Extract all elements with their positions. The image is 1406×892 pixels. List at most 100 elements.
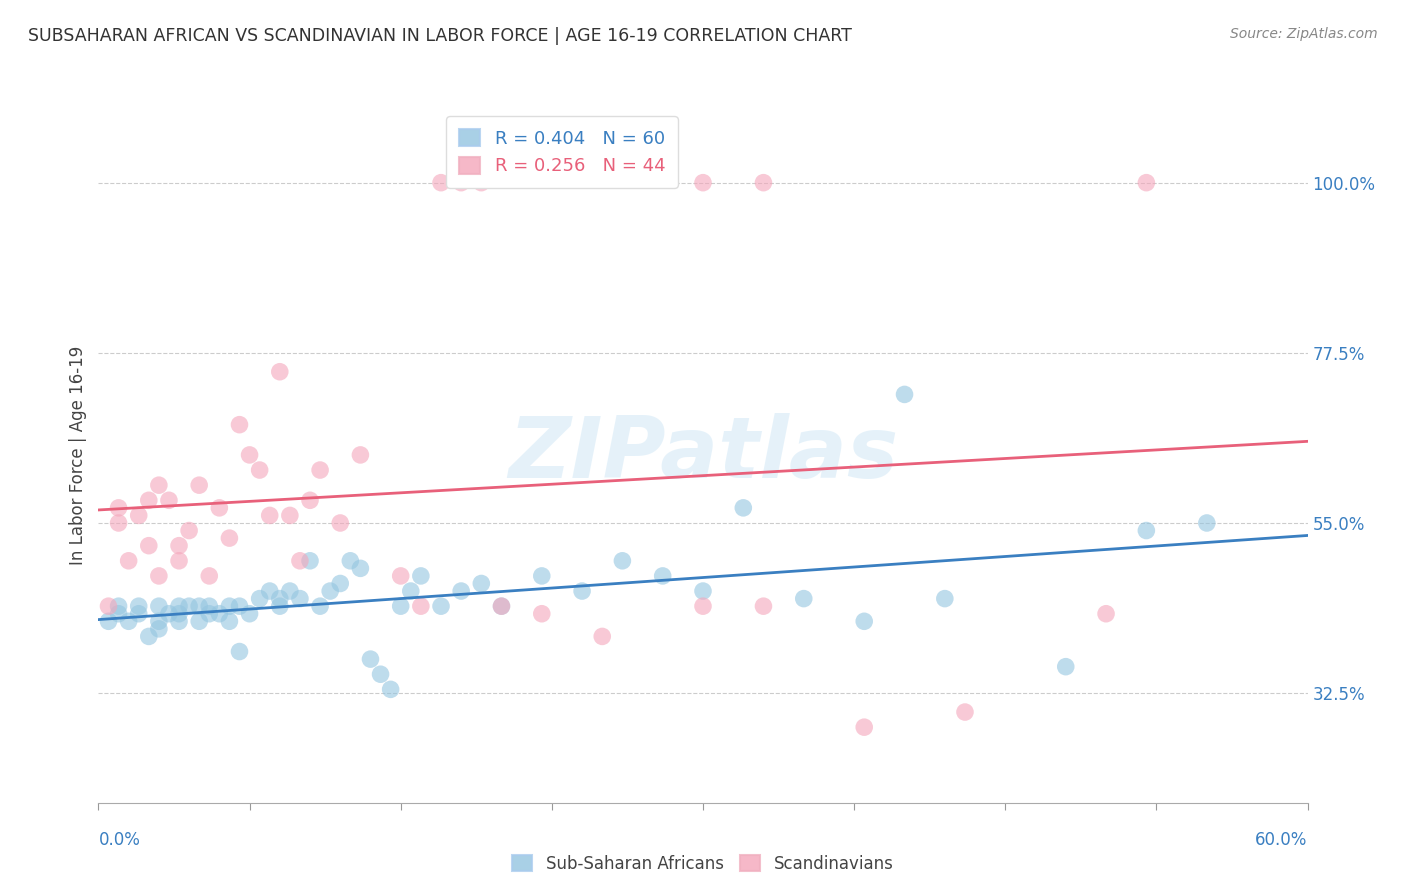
Point bbox=[239, 607, 262, 621]
Point bbox=[259, 508, 281, 523]
Point bbox=[167, 539, 190, 553]
Point bbox=[107, 607, 129, 621]
Point bbox=[118, 615, 141, 629]
Point bbox=[128, 508, 150, 523]
Point bbox=[148, 569, 170, 583]
Point bbox=[259, 584, 281, 599]
Point bbox=[128, 599, 150, 614]
Point bbox=[228, 417, 250, 432]
Point bbox=[167, 607, 190, 621]
Point bbox=[198, 599, 221, 614]
Point bbox=[177, 524, 201, 538]
Point bbox=[651, 569, 673, 583]
Point bbox=[349, 561, 371, 575]
Point bbox=[269, 599, 291, 614]
Point bbox=[612, 554, 634, 568]
Point bbox=[953, 705, 976, 719]
Point bbox=[470, 576, 492, 591]
Point bbox=[228, 599, 250, 614]
Point bbox=[692, 176, 714, 190]
Point bbox=[218, 531, 240, 545]
Point bbox=[278, 584, 301, 599]
Point bbox=[339, 554, 361, 568]
Point bbox=[1135, 176, 1157, 190]
Point bbox=[329, 576, 352, 591]
Point bbox=[530, 569, 553, 583]
Point bbox=[1054, 659, 1077, 673]
Point bbox=[208, 500, 231, 515]
Point bbox=[269, 591, 291, 606]
Point bbox=[299, 493, 322, 508]
Text: 60.0%: 60.0% bbox=[1256, 830, 1308, 848]
Point bbox=[430, 599, 453, 614]
Point bbox=[157, 493, 180, 508]
Point bbox=[128, 607, 150, 621]
Point bbox=[288, 554, 311, 568]
Point bbox=[450, 584, 472, 599]
Point bbox=[319, 584, 342, 599]
Point bbox=[591, 629, 613, 643]
Point bbox=[853, 615, 876, 629]
Point bbox=[692, 584, 714, 599]
Point bbox=[380, 682, 402, 697]
Point bbox=[299, 554, 322, 568]
Point bbox=[198, 607, 221, 621]
Point bbox=[399, 584, 422, 599]
Point bbox=[157, 607, 180, 621]
Point bbox=[107, 516, 129, 530]
Point bbox=[450, 176, 472, 190]
Point bbox=[188, 599, 211, 614]
Y-axis label: In Labor Force | Age 16-19: In Labor Force | Age 16-19 bbox=[69, 345, 87, 565]
Point bbox=[138, 629, 160, 643]
Point bbox=[409, 599, 432, 614]
Text: 0.0%: 0.0% bbox=[98, 830, 141, 848]
Point bbox=[218, 615, 240, 629]
Point bbox=[752, 599, 775, 614]
Point bbox=[491, 599, 513, 614]
Legend: Sub-Saharan Africans, Scandinavians: Sub-Saharan Africans, Scandinavians bbox=[506, 848, 900, 880]
Point bbox=[218, 599, 240, 614]
Point bbox=[239, 448, 262, 462]
Point bbox=[1195, 516, 1218, 530]
Point bbox=[198, 569, 221, 583]
Point bbox=[389, 599, 412, 614]
Point bbox=[409, 569, 432, 583]
Point bbox=[1135, 524, 1157, 538]
Point bbox=[1095, 607, 1118, 621]
Point bbox=[269, 365, 291, 379]
Point bbox=[188, 615, 211, 629]
Point bbox=[167, 599, 190, 614]
Point bbox=[228, 644, 250, 658]
Point bbox=[349, 448, 371, 462]
Point bbox=[249, 463, 271, 477]
Point bbox=[309, 599, 332, 614]
Point bbox=[278, 508, 301, 523]
Point bbox=[167, 615, 190, 629]
Point bbox=[329, 516, 352, 530]
Point bbox=[360, 652, 382, 666]
Point bbox=[208, 607, 231, 621]
Point bbox=[97, 599, 120, 614]
Point bbox=[370, 667, 392, 681]
Point bbox=[309, 463, 332, 477]
Point bbox=[97, 615, 120, 629]
Point bbox=[733, 500, 755, 515]
Point bbox=[752, 176, 775, 190]
Point bbox=[571, 584, 593, 599]
Text: Source: ZipAtlas.com: Source: ZipAtlas.com bbox=[1230, 27, 1378, 41]
Text: SUBSAHARAN AFRICAN VS SCANDINAVIAN IN LABOR FORCE | AGE 16-19 CORRELATION CHART: SUBSAHARAN AFRICAN VS SCANDINAVIAN IN LA… bbox=[28, 27, 852, 45]
Point bbox=[793, 591, 815, 606]
Point bbox=[893, 387, 915, 401]
Point bbox=[934, 591, 956, 606]
Point bbox=[491, 599, 513, 614]
Point bbox=[470, 176, 492, 190]
Point bbox=[107, 500, 129, 515]
Point bbox=[853, 720, 876, 734]
Point bbox=[148, 622, 170, 636]
Point bbox=[167, 554, 190, 568]
Point bbox=[138, 539, 160, 553]
Point bbox=[692, 599, 714, 614]
Point bbox=[389, 569, 412, 583]
Text: ZIPatlas: ZIPatlas bbox=[508, 413, 898, 497]
Point bbox=[107, 599, 129, 614]
